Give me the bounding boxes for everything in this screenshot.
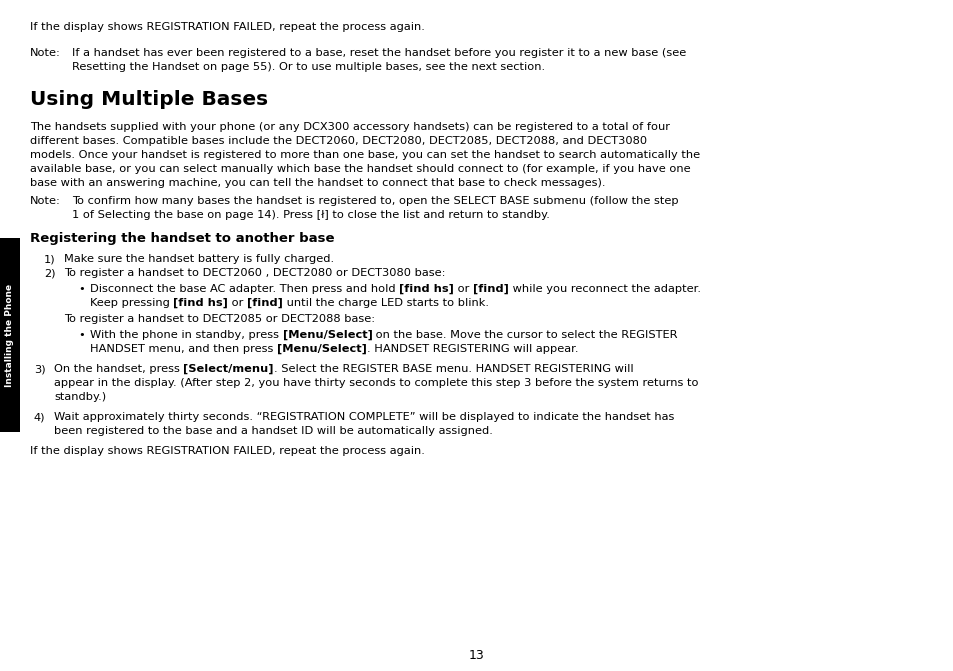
- Text: To register a handset to DECT2060 , DECT2080 or DECT3080 base:: To register a handset to DECT2060 , DECT…: [64, 268, 445, 278]
- Text: available base, or you can select manually which base the handset should connect: available base, or you can select manual…: [30, 164, 690, 174]
- Text: If the display shows REGISTRATION FAILED, repeat the process again.: If the display shows REGISTRATION FAILED…: [30, 446, 424, 456]
- Text: On the handset, press: On the handset, press: [54, 364, 183, 374]
- Text: Note:: Note:: [30, 48, 61, 58]
- Text: Note:: Note:: [30, 196, 61, 206]
- Text: If the display shows REGISTRATION FAILED, repeat the process again.: If the display shows REGISTRATION FAILED…: [30, 22, 424, 32]
- Text: •: •: [78, 284, 85, 294]
- Text: different bases. Compatible bases include the DECT2060, DECT2080, DECT2085, DECT: different bases. Compatible bases includ…: [30, 136, 646, 146]
- Text: Keep pressing: Keep pressing: [90, 298, 173, 308]
- Text: [find hs]: [find hs]: [173, 298, 228, 308]
- Text: been registered to the base and a handset ID will be automatically assigned.: been registered to the base and a handse…: [54, 426, 493, 436]
- Text: . Select the REGISTER BASE menu. HANDSET REGISTERING will: . Select the REGISTER BASE menu. HANDSET…: [274, 364, 633, 374]
- Text: [find hs]: [find hs]: [399, 284, 454, 295]
- Text: [Menu/Select]: [Menu/Select]: [276, 344, 367, 354]
- Text: [find]: [find]: [473, 284, 509, 295]
- Text: 1): 1): [44, 254, 55, 264]
- Text: models. Once your handset is registered to more than one base, you can set the h: models. Once your handset is registered …: [30, 150, 700, 160]
- Text: or: or: [454, 284, 473, 294]
- Text: To confirm how many bases the handset is registered to, open the SELECT BASE sub: To confirm how many bases the handset is…: [71, 196, 678, 206]
- Text: To register a handset to DECT2085 or DECT2088 base:: To register a handset to DECT2085 or DEC…: [64, 314, 375, 324]
- Text: on the base. Move the cursor to select the REGISTER: on the base. Move the cursor to select t…: [372, 330, 678, 340]
- Text: 1 of Selecting the base on page 14). Press [ł] to close the list and return to s: 1 of Selecting the base on page 14). Pre…: [71, 210, 549, 220]
- Text: With the phone in standby, press: With the phone in standby, press: [90, 330, 282, 340]
- Text: . HANDSET REGISTERING will appear.: . HANDSET REGISTERING will appear.: [367, 344, 578, 354]
- Text: Installing the Phone: Installing the Phone: [6, 283, 14, 386]
- Text: 4): 4): [34, 412, 46, 422]
- Text: 3): 3): [34, 364, 46, 374]
- Text: Make sure the handset battery is fully charged.: Make sure the handset battery is fully c…: [64, 254, 334, 264]
- Text: Disconnect the base AC adapter. Then press and hold: Disconnect the base AC adapter. Then pre…: [90, 284, 399, 294]
- Text: [Select/menu]: [Select/menu]: [183, 364, 274, 374]
- Text: •: •: [78, 330, 85, 340]
- Text: or: or: [228, 298, 247, 308]
- Text: until the charge LED starts to blink.: until the charge LED starts to blink.: [283, 298, 489, 308]
- Text: Resetting the Handset on page 55). Or to use multiple bases, see the next sectio: Resetting the Handset on page 55). Or to…: [71, 62, 544, 72]
- Text: standby.): standby.): [54, 392, 106, 402]
- Text: Using Multiple Bases: Using Multiple Bases: [30, 90, 268, 109]
- Text: base with an answering machine, you can tell the handset to connect that base to: base with an answering machine, you can …: [30, 178, 605, 188]
- Text: 13: 13: [469, 649, 484, 662]
- Bar: [0, 238, 20, 432]
- Text: The handsets supplied with your phone (or any DCX300 accessory handsets) can be : The handsets supplied with your phone (o…: [30, 122, 669, 132]
- Text: Wait approximately thirty seconds. “REGISTRATION COMPLETE” will be displayed to : Wait approximately thirty seconds. “REGI…: [54, 412, 674, 422]
- Text: Registering the handset to another base: Registering the handset to another base: [30, 232, 335, 245]
- Text: while you reconnect the adapter.: while you reconnect the adapter.: [509, 284, 700, 294]
- Text: If a handset has ever been registered to a base, reset the handset before you re: If a handset has ever been registered to…: [71, 48, 685, 58]
- Text: 2): 2): [44, 268, 55, 278]
- Text: [Menu/Select]: [Menu/Select]: [282, 330, 372, 340]
- Text: HANDSET menu, and then press: HANDSET menu, and then press: [90, 344, 276, 354]
- Text: appear in the display. (After step 2, you have thirty seconds to complete this s: appear in the display. (After step 2, yo…: [54, 378, 698, 388]
- Text: [find]: [find]: [247, 298, 283, 308]
